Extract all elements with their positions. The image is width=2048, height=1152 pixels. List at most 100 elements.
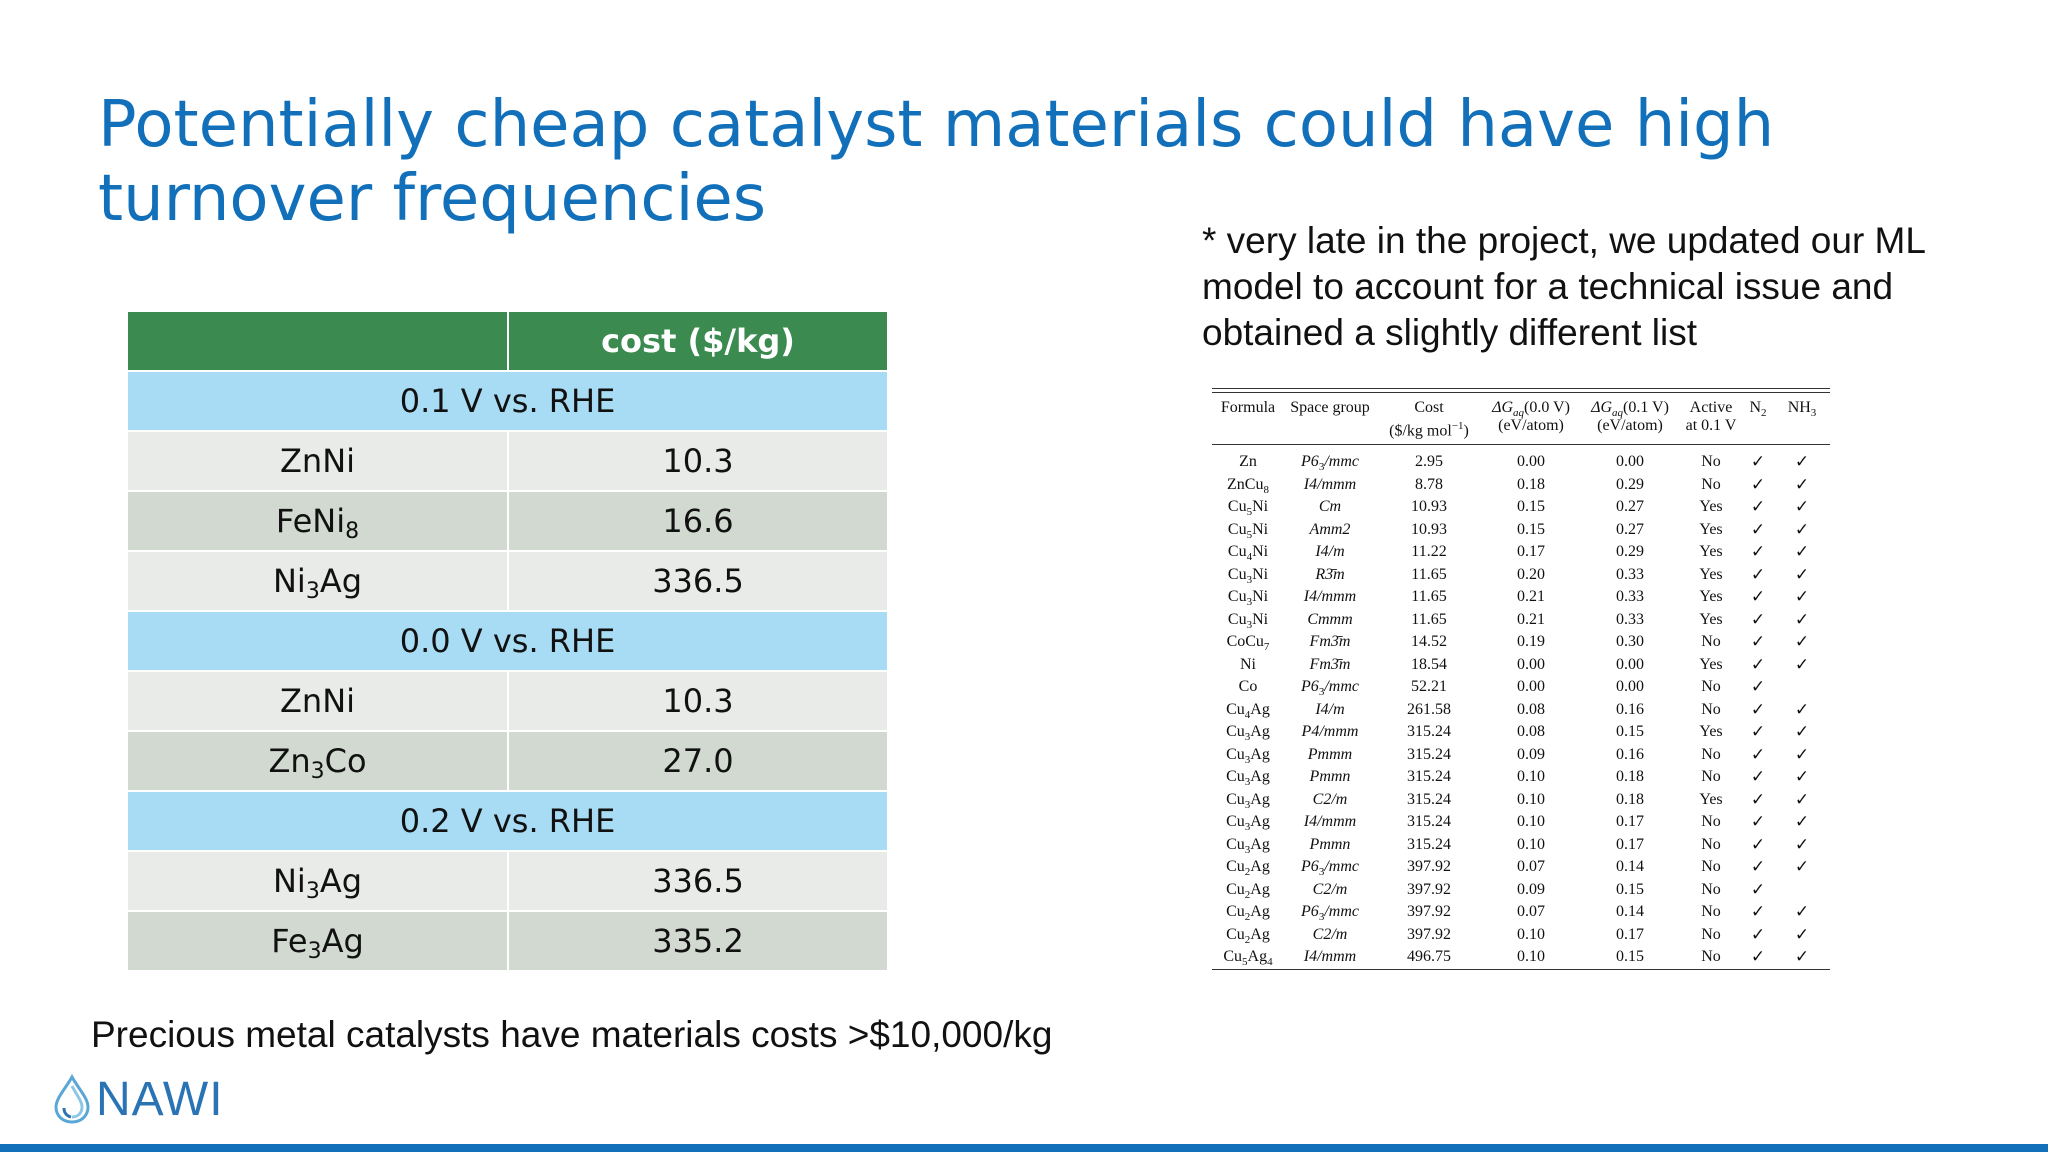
paper-row: Cu3Ag C2/m 315.24 0.10 0.18 Yes ✓ ✓ (1212, 789, 1830, 812)
paper-formula: Ni (1212, 654, 1284, 677)
paper-cost: 11.65 (1411, 588, 1447, 606)
nawi-logo: NAWI (52, 1072, 224, 1126)
formula-part: Ag (321, 922, 364, 960)
paper-dg-01: 0.18 (1616, 790, 1644, 808)
checkmark-icon: ✓ (1794, 497, 1810, 518)
paper-row: Cu2Ag C2/m 397.92 0.10 0.17 No ✓ ✓ (1212, 924, 1830, 947)
paper-space-group: Cm (1284, 496, 1376, 519)
space-group-part: /mmc (1324, 858, 1359, 876)
checkmark-icon: ✓ (1794, 654, 1810, 675)
checkmark-icon: ✓ (1794, 474, 1810, 495)
checkmark-icon: ✓ (1750, 564, 1766, 585)
formula-part: Ag (1250, 723, 1270, 741)
paper-dg-01: 0.16 (1616, 700, 1644, 718)
logo-text: NAWI (96, 1072, 224, 1126)
paper-dg-01: 0.17 (1616, 835, 1644, 853)
paper-formula: Cu3Ag (1212, 744, 1284, 767)
checkmark-icon: ✓ (1750, 722, 1766, 743)
paper-dg-01: 0.33 (1616, 565, 1644, 583)
paper-cost: 10.93 (1411, 520, 1447, 538)
checkmark-icon: ✓ (1794, 857, 1810, 878)
paper-dg-01: 0.27 (1616, 520, 1644, 538)
paper-dg-00: 0.21 (1517, 588, 1545, 606)
paper-active: Yes (1699, 790, 1723, 808)
paper-dg-01: 0.30 (1616, 633, 1644, 651)
paper-header-dg-01: ΔGaq(0.1 V) (eV/atom) (1591, 399, 1669, 434)
paper-cost: 397.92 (1407, 925, 1451, 943)
paper-cost: 11.65 (1411, 565, 1447, 583)
checkmark-icon: ✓ (1750, 812, 1766, 833)
space-group-part: /mmc (1324, 903, 1359, 921)
formula-subscript: 3 (307, 939, 322, 964)
cost-table-body: cost ($/kg) 0.1 V vs. RHE ZnNi 10.3 FeNi8 16… (126, 310, 889, 972)
paper-dg-01: 0.00 (1616, 678, 1644, 696)
formula-subscript: 3 (1246, 618, 1253, 631)
formula-part: Cu (1226, 858, 1245, 876)
formula-subscript: 2 (1244, 933, 1251, 946)
cost-value-cell: 336.5 (507, 850, 889, 912)
paper-dg-01: 0.29 (1616, 475, 1644, 493)
space-group-part: Cm (1318, 498, 1342, 516)
space-group-part: P4/mmm (1301, 723, 1359, 741)
cost-group-label: 0.0 V vs. RHE (126, 610, 889, 672)
paper-row: Cu2Ag P63/mmc 397.92 0.07 0.14 No ✓ ✓ (1212, 901, 1830, 924)
precious-metal-note: Precious metal catalysts have materials … (91, 1014, 1053, 1055)
paper-header-active: Active at 0.1 V (1685, 399, 1737, 434)
paper-table-image: Formula Space group Cost ($/kg mol−1) ΔGa… (1212, 388, 1830, 970)
checkmark-icon: ✓ (1750, 587, 1766, 608)
paper-dg-01: 0.16 (1616, 745, 1644, 763)
paper-dg-01: 0.17 (1616, 813, 1644, 831)
cost-formula-cell: ZnNi (126, 670, 509, 732)
paper-row: Zn P63/mmc 2.95 0.00 0.00 No ✓ ✓ (1212, 445, 1830, 474)
paper-cost: 14.52 (1411, 633, 1447, 651)
paper-cost: 18.54 (1411, 655, 1447, 673)
paper-formula: Cu3Ag (1212, 811, 1284, 834)
formula-subscript: 5 (1246, 506, 1253, 519)
cost-formula-cell: Ni3Ag (126, 550, 509, 612)
checkmark-icon: ✓ (1750, 609, 1766, 630)
paper-active: No (1701, 948, 1721, 966)
paper-dg-01: 0.15 (1616, 880, 1644, 898)
checkmark-icon: ✓ (1750, 879, 1766, 900)
checkmark-icon: ✓ (1794, 947, 1810, 968)
paper-header-space-group: Space group (1290, 399, 1370, 416)
paper-cost: 11.65 (1411, 610, 1447, 628)
paper-active: No (1701, 633, 1721, 651)
paper-dg-01: 0.00 (1616, 453, 1644, 471)
cost-formula-cell: Fe3Ag (126, 910, 509, 972)
checkmark-icon: ✓ (1750, 767, 1766, 788)
space-group-part: P6 (1301, 453, 1319, 471)
paper-active: No (1701, 475, 1721, 493)
checkmark-icon: ✓ (1750, 542, 1766, 563)
checkmark-icon: ✓ (1794, 902, 1810, 923)
formula-part: Zn (1239, 453, 1257, 471)
paper-dg-00: 0.15 (1517, 498, 1545, 516)
cost-group-label: 0.2 V vs. RHE (126, 790, 889, 852)
space-group-subscript: 3 (1318, 911, 1325, 924)
formula-subscript: 4 (1246, 551, 1253, 564)
paper-dg-00: 0.08 (1517, 700, 1545, 718)
cost-value-cell: 335.2 (507, 910, 889, 972)
formula-part: Ni (1252, 520, 1269, 538)
paper-dg-00: 0.07 (1517, 858, 1545, 876)
paper-cost: 397.92 (1407, 880, 1451, 898)
paper-cost: 315.24 (1407, 745, 1451, 763)
formula-part: Co (1238, 678, 1258, 696)
paper-active: No (1701, 835, 1721, 853)
checkmark-icon: ✓ (1750, 677, 1766, 698)
space-group-part: Fm3̄m (1309, 633, 1351, 651)
space-group-part: Pmmn (1309, 768, 1351, 786)
paper-formula: Cu3Ni (1212, 564, 1284, 587)
paper-cost: 11.22 (1411, 543, 1447, 561)
paper-table: Formula Space group Cost ($/kg mol−1) ΔGa… (1212, 393, 1830, 969)
cost-value-cell: 16.6 (507, 490, 889, 552)
formula-part: Cu (1226, 700, 1245, 718)
paper-active: No (1701, 903, 1721, 921)
paper-cost: 315.24 (1407, 835, 1451, 853)
formula-part: Ni (1252, 498, 1269, 516)
paper-formula: Co (1212, 676, 1284, 699)
formula-subscript: 3 (1244, 843, 1251, 856)
formula-subscript: 5 (1246, 528, 1253, 541)
formula-part: Ni (1252, 565, 1269, 583)
paper-space-group: Cmmm (1284, 609, 1376, 632)
